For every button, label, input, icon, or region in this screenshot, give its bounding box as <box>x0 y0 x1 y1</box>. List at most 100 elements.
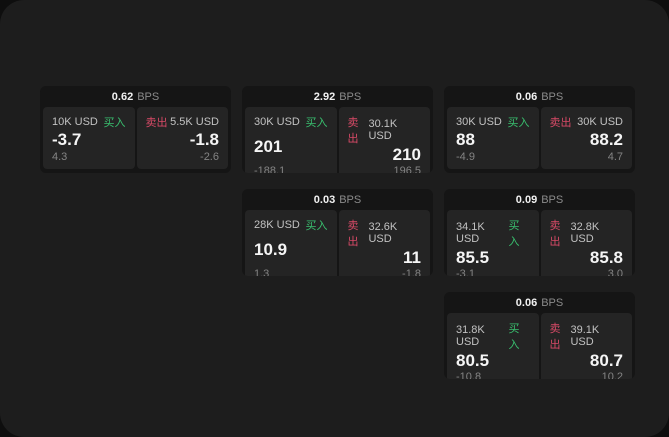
quote-tiles-grid: 0.62 BPS 10K USD 买入 -3.7 4.3 卖出 5.5K USD… <box>40 86 635 379</box>
sell-quote-panel[interactable]: 卖出 32.8K USD 85.8 3.0 <box>540 210 632 276</box>
tile-panels: 10K USD 买入 -3.7 4.3 卖出 5.5K USD -1.8 -2.… <box>40 107 231 173</box>
buy-sub-value: 1.3 <box>254 267 270 276</box>
bps-value: 0.06 <box>515 90 538 103</box>
sell-amount-label: 5.5K USD <box>170 116 219 128</box>
bps-unit-label: BPS <box>541 296 564 309</box>
sell-side-tag: 卖出 <box>549 220 561 248</box>
bps-value: 2.92 <box>313 90 336 103</box>
tile-panels: 30K USD 买入 88 -4.9 卖出 30K USD 88.2 4.7 <box>444 107 635 173</box>
buy-quote-panel[interactable]: 30K USD 买入 88 -4.9 <box>447 107 539 169</box>
buy-quote-panel[interactable]: 10K USD 买入 -3.7 4.3 <box>43 107 135 169</box>
sell-quote-panel[interactable]: 卖出 30.1K USD 210 196.5 <box>338 107 430 173</box>
sell-amount-label: 39.1K USD <box>570 324 600 348</box>
bps-unit-label: BPS <box>339 193 362 206</box>
sell-sub-value: -1.8 <box>402 267 421 276</box>
buy-amount-label: 10K USD <box>52 116 98 128</box>
sell-panel-top: 卖出 5.5K USD <box>146 114 220 130</box>
buy-amount-label: 30K USD <box>254 116 300 128</box>
buy-side-tag: 买入 <box>305 220 328 232</box>
buy-side-tag: 买入 <box>507 117 530 129</box>
tile-panels: 31.8K USD 买入 80.5 -10.8 卖出 39.1K USD 80.… <box>444 313 635 379</box>
sell-side-tag: 卖出 <box>347 117 359 145</box>
buy-panel-top: 30K USD 买入 <box>456 114 530 130</box>
buy-sub-value: -10.8 <box>456 370 482 379</box>
sell-side-tag: 卖出 <box>549 117 572 129</box>
buy-panel-top: 10K USD 买入 <box>52 114 126 130</box>
tile-bps-header: 0.09 BPS <box>444 189 635 210</box>
sell-side-tag: 卖出 <box>145 117 168 129</box>
quote-tile: 0.06 BPS 31.8K USD 买入 80.5 -10.8 卖出 39.1… <box>444 292 635 379</box>
buy-sub-value: -3.1 <box>456 267 475 276</box>
sell-sub-value: 4.7 <box>607 151 623 163</box>
sell-price-value: 80.7 <box>589 351 623 370</box>
quote-tile: 2.92 BPS 30K USD 买入 201 -188.1 卖出 30.1K … <box>242 86 433 173</box>
bps-value: 0.06 <box>515 296 538 309</box>
buy-price-value: 10.9 <box>254 240 288 259</box>
bps-unit-label: BPS <box>541 90 564 103</box>
buy-sub-value: -4.9 <box>456 151 475 163</box>
sell-quote-panel[interactable]: 卖出 30K USD 88.2 4.7 <box>540 107 632 169</box>
sell-sub-value: 196.5 <box>393 164 421 173</box>
sell-panel-top: 卖出 32.8K USD <box>550 217 624 249</box>
bps-value: 0.03 <box>313 193 336 206</box>
buy-side-tag: 买入 <box>508 323 520 351</box>
buy-price-value: 85.5 <box>456 248 490 267</box>
sell-side-tag: 卖出 <box>347 220 359 248</box>
tile-panels: 28K USD 买入 10.9 1.3 卖出 32.6K USD 11 -1.8 <box>242 210 433 276</box>
sell-sub-value: 10.2 <box>601 370 623 379</box>
tile-panels: 30K USD 买入 201 -188.1 卖出 30.1K USD 210 1… <box>242 107 433 173</box>
bps-value: 0.09 <box>515 193 538 206</box>
quote-tile: 0.03 BPS 28K USD 买入 10.9 1.3 卖出 32.6K US… <box>242 189 433 276</box>
sell-price-value: 88.2 <box>589 130 623 150</box>
buy-panel-top: 34.1K USD 买入 <box>456 217 530 249</box>
sell-quote-panel[interactable]: 卖出 5.5K USD -1.8 -2.6 <box>136 107 228 169</box>
tile-bps-header: 0.62 BPS <box>40 86 231 107</box>
sell-amount-label: 32.6K USD <box>368 221 398 245</box>
buy-quote-panel[interactable]: 28K USD 买入 10.9 1.3 <box>245 210 337 276</box>
bps-unit-label: BPS <box>137 90 160 103</box>
buy-sub-value: 4.3 <box>52 151 68 163</box>
buy-quote-panel[interactable]: 34.1K USD 买入 85.5 -3.1 <box>447 210 539 276</box>
sell-quote-panel[interactable]: 卖出 32.6K USD 11 -1.8 <box>338 210 430 276</box>
buy-price-value: 80.5 <box>456 351 490 370</box>
buy-price-value: -3.7 <box>52 130 82 150</box>
tile-bps-header: 0.03 BPS <box>242 189 433 210</box>
sell-panel-top: 卖出 30.1K USD <box>348 114 422 146</box>
buy-quote-panel[interactable]: 31.8K USD 买入 80.5 -10.8 <box>447 313 539 379</box>
sell-side-tag: 卖出 <box>549 323 561 351</box>
sell-panel-top: 卖出 39.1K USD <box>550 320 624 352</box>
buy-panel-top: 31.8K USD 买入 <box>456 320 530 352</box>
tile-bps-header: 2.92 BPS <box>242 86 433 107</box>
sell-amount-label: 30K USD <box>577 116 623 128</box>
sell-quote-panel[interactable]: 卖出 39.1K USD 80.7 10.2 <box>540 313 632 379</box>
sell-panel-top: 卖出 32.6K USD <box>348 217 422 249</box>
buy-panel-top: 28K USD 买入 <box>254 217 328 233</box>
bps-unit-label: BPS <box>541 193 564 206</box>
buy-price-value: 201 <box>254 137 283 156</box>
buy-amount-label: 28K USD <box>254 219 300 231</box>
sell-price-value: 85.8 <box>589 248 623 267</box>
buy-amount-label: 30K USD <box>456 116 502 128</box>
bps-unit-label: BPS <box>339 90 362 103</box>
sell-amount-label: 30.1K USD <box>368 118 398 142</box>
sell-price-value: 11 <box>403 248 421 267</box>
bps-value: 0.62 <box>111 90 134 103</box>
buy-side-tag: 买入 <box>305 117 328 129</box>
tile-bps-header: 0.06 BPS <box>444 292 635 313</box>
buy-amount-label: 34.1K USD <box>456 221 485 245</box>
buy-side-tag: 买入 <box>508 220 520 248</box>
quote-tile: 0.09 BPS 34.1K USD 买入 85.5 -3.1 卖出 32.8K… <box>444 189 635 276</box>
sell-sub-value: 3.0 <box>607 267 623 276</box>
buy-quote-panel[interactable]: 30K USD 买入 201 -188.1 <box>245 107 337 173</box>
tile-bps-header: 0.06 BPS <box>444 86 635 107</box>
sell-price-value: 210 <box>392 145 421 164</box>
sell-price-value: -1.8 <box>189 130 219 150</box>
sell-amount-label: 32.8K USD <box>570 221 600 245</box>
buy-panel-top: 30K USD 买入 <box>254 114 328 130</box>
buy-side-tag: 买入 <box>103 117 126 129</box>
quote-tile: 0.06 BPS 30K USD 买入 88 -4.9 卖出 30K USD 8… <box>444 86 635 173</box>
sell-panel-top: 卖出 30K USD <box>550 114 624 130</box>
sell-sub-value: -2.6 <box>200 151 219 163</box>
buy-amount-label: 31.8K USD <box>456 324 485 348</box>
